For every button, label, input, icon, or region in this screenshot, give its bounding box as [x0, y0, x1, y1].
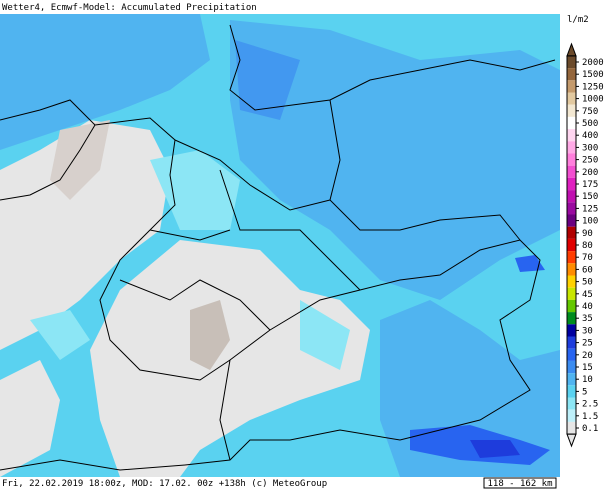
legend-swatch: [567, 226, 576, 239]
legend-unit: l/m2: [567, 15, 589, 25]
legend-swatch: [567, 190, 576, 203]
scale-box: [483, 477, 557, 489]
legend-label: 35: [582, 314, 593, 324]
legend-swatch: [567, 238, 576, 252]
legend-swatch: [567, 312, 576, 325]
title: Wetter4, Ecmwf-Model: Accumulated Precip…: [2, 3, 257, 13]
legend-label: 125: [582, 204, 598, 214]
legend-label: 1250: [582, 82, 604, 92]
legend-label: 40: [582, 302, 593, 312]
legend-label: 100: [582, 217, 598, 227]
scale-label: 118 - 162 km: [487, 479, 552, 489]
legend-swatch: [567, 360, 576, 374]
legend-label: 300: [582, 143, 598, 153]
legend-label: 90: [582, 229, 593, 239]
legend-swatch: [567, 263, 576, 276]
legend-label: 150: [582, 192, 598, 202]
legend-label: 10: [582, 375, 593, 385]
legend-swatch: [567, 275, 576, 288]
legend-label: 200: [582, 168, 598, 178]
legend-label: 500: [582, 119, 598, 129]
legend-label: 5: [582, 387, 587, 397]
legend-swatch: [567, 373, 576, 386]
footer-info: Fri, 22.02.2019 18:00z, MOD: 17.02. 00z …: [2, 479, 327, 489]
legend-swatch: [567, 92, 576, 105]
legend-label: 2.5: [582, 400, 598, 410]
legend: l/m2 2000 1500 1250 1000 750 500 400 300 250 200 1…: [566, 15, 604, 448]
legend-swatch: [567, 251, 576, 264]
legend-swatch: [567, 348, 576, 361]
footer-bar: [0, 477, 612, 489]
legend-label: 45: [582, 290, 593, 300]
legend-swatch: [567, 385, 576, 398]
legend-swatch: [567, 80, 576, 93]
legend-label: 2000: [582, 58, 604, 68]
legend-label: 1500: [582, 70, 604, 80]
legend-swatch: [567, 153, 576, 166]
legend-swatch: [567, 421, 576, 435]
legend-frame: [566, 55, 577, 435]
legend-label: 15: [582, 363, 593, 373]
legend-swatch: [567, 165, 576, 178]
map: [0, 14, 560, 477]
legend-label: 1000: [582, 95, 604, 105]
legend-label: 30: [582, 326, 593, 336]
legend-label: 60: [582, 265, 593, 275]
legend-label: 0.1: [582, 424, 598, 434]
legend-swatch: [567, 397, 576, 410]
legend-label: 20: [582, 351, 593, 361]
legend-label: 1.5: [582, 412, 598, 422]
header-bar: [0, 0, 560, 14]
legend-swatch: [567, 68, 576, 81]
legend-swatch: [567, 299, 576, 313]
legend-label: 250: [582, 156, 598, 166]
legend-swatch: [567, 214, 576, 227]
legend-label: 400: [582, 131, 598, 141]
legend-label: 175: [582, 180, 598, 190]
legend-label: 25: [582, 339, 593, 349]
legend-swatch: [567, 409, 576, 422]
legend-swatch: [567, 55, 576, 69]
legend-swatch: [567, 202, 576, 215]
legend-swatch: [567, 287, 576, 300]
legend-swatch: [567, 324, 576, 337]
legend-label: 50: [582, 278, 593, 288]
legend-label: 750: [582, 107, 598, 117]
legend-swatch: [567, 141, 576, 154]
legend-label: 70: [582, 253, 593, 263]
legend-swatch: [567, 177, 576, 191]
legend-swatch: [567, 104, 576, 117]
legend-label: 80: [582, 241, 593, 251]
legend-swatch: [567, 129, 576, 142]
legend-swatch: [567, 336, 576, 349]
legend-swatch: [567, 116, 576, 130]
